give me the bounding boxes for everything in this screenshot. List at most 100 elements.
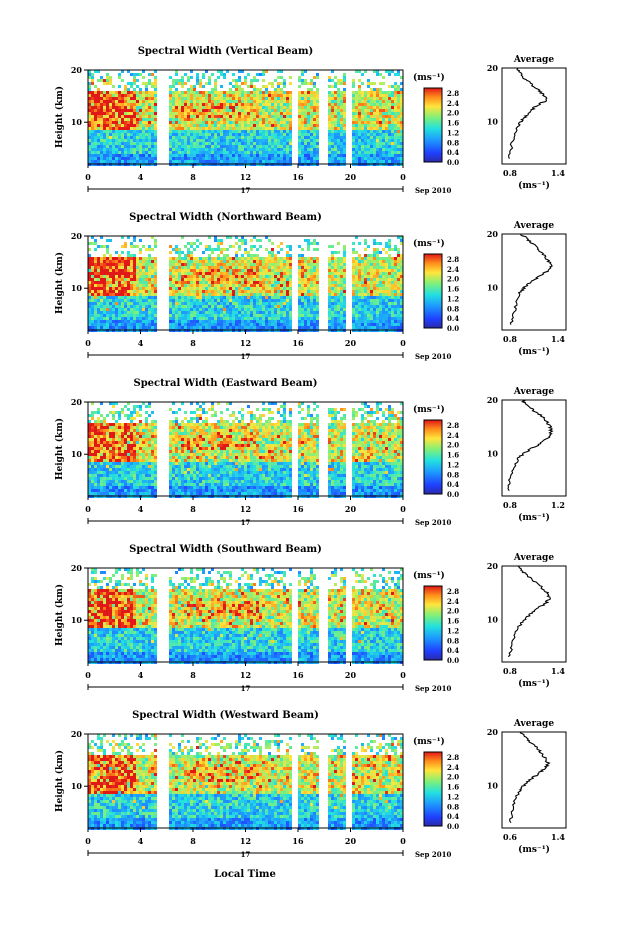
heatmap-cell [175,151,178,154]
heatmap-cell [103,142,106,145]
heatmap-cell [355,299,358,302]
heatmap-cell [259,311,262,314]
heatmap-cell [223,284,226,287]
heatmap-cell [148,151,151,154]
heatmap-cell [277,263,280,266]
heatmap-cell [202,326,205,329]
heatmap-cell [121,236,124,239]
heatmap-cell [214,85,217,88]
heatmap-cell [202,100,205,103]
heatmap-cell [247,278,250,281]
heatmap-cell [175,266,178,269]
heatmap-cell [220,103,223,106]
heatmap-cell [289,284,292,287]
heatmap-cell [280,121,283,124]
heatmap-cell [100,326,103,329]
heatmap-cell [97,115,100,118]
heatmap-cell [370,275,373,278]
heatmap-cell [298,160,301,163]
heatmap-cell [385,130,388,133]
heatmap-cell [169,106,172,109]
heatmap-cell [283,103,286,106]
heatmap-cell [106,136,109,139]
heatmap-cell [154,157,157,160]
heatmap-cell [136,109,139,112]
heatmap-cell [214,278,217,281]
heatmap-cell [340,290,343,293]
heatmap-cell [133,263,136,266]
heatmap-cell [343,88,346,91]
heatmap-cell [154,100,157,103]
heatmap-cell [283,320,286,323]
heatmap-cell [241,115,244,118]
heatmap-cell [88,106,91,109]
heatmap-cell [310,88,313,91]
heatmap-cell [142,260,145,263]
heatmap-cell [340,103,343,106]
heatmap-cell [301,311,304,314]
heatmap-cell [94,91,97,94]
heatmap-cell [169,278,172,281]
heatmap-cell [358,97,361,100]
heatmap-cell [244,115,247,118]
heatmap-cell [154,296,157,299]
heatmap-cell [229,236,232,239]
heatmap-cell [184,103,187,106]
heatmap-cell [256,260,259,263]
heatmap-cell [133,284,136,287]
heatmap-cell [187,133,190,136]
heatmap-cell [178,127,181,130]
heatmap-cell [247,287,250,290]
heatmap-cell [232,85,235,88]
heatmap-cell [223,260,226,263]
heatmap-cell [271,242,274,245]
heatmap-cell [400,157,403,160]
heatmap-cell [370,124,373,127]
heatmap-cell [352,296,355,299]
heatmap-cell [331,112,334,115]
heatmap-cell [253,97,256,100]
heatmap-cell [364,248,367,251]
heatmap-cell [133,97,136,100]
heatmap-cell [220,293,223,296]
heatmap-cell [172,275,175,278]
heatmap-cell [148,91,151,94]
heatmap-cell [316,100,319,103]
heatmap-cell [112,85,115,88]
heatmap-cell [397,124,400,127]
heatmap-cell [91,112,94,115]
heatmap-cell [223,305,226,308]
heatmap-cell [277,160,280,163]
heatmap-cell [226,236,229,239]
heatmap-cell [220,248,223,251]
heatmap-cell [124,142,127,145]
heatmap-cell [169,317,172,320]
heatmap-cell [217,139,220,142]
heatmap-cell [247,275,250,278]
heatmap-cell [238,76,241,79]
heatmap-cell [88,272,91,275]
heatmap-cell [106,112,109,115]
heatmap-cell [211,284,214,287]
heatmap-cell [358,278,361,281]
heatmap-cell [109,293,112,296]
heatmap-cell [100,154,103,157]
heatmap-cell [265,124,268,127]
heatmap-cell [301,145,304,148]
heatmap-cell [226,323,229,326]
heatmap-cell [289,326,292,329]
heatmap-cell [193,127,196,130]
heatmap-cell [127,115,130,118]
heatmap-cell [280,302,283,305]
heatmap-cell [121,151,124,154]
heatmap-cell [298,293,301,296]
heatmap-cell [277,100,280,103]
heatmap-cell [139,145,142,148]
heatmap-cell [118,151,121,154]
heatmap-cell [400,151,403,154]
heatmap-cell [190,284,193,287]
heatmap-cell [352,293,355,296]
heatmap-cell [217,106,220,109]
heatmap-cell [91,127,94,130]
heatmap-cell [112,296,115,299]
